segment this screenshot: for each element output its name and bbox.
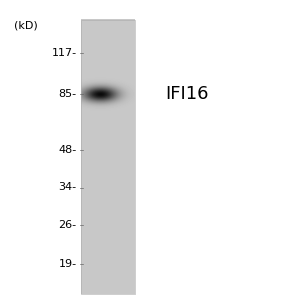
Bar: [94, 20, 96, 294]
Bar: [131, 20, 132, 294]
Text: 85-: 85-: [58, 89, 76, 100]
Bar: [130, 20, 131, 294]
Bar: [99, 20, 100, 294]
Bar: [91, 20, 92, 294]
Text: 48-: 48-: [58, 145, 76, 155]
Bar: [93, 20, 94, 294]
Bar: [100, 20, 101, 294]
Text: (kD): (kD): [14, 20, 38, 31]
Bar: [81, 20, 135, 294]
Bar: [128, 20, 130, 294]
Bar: [115, 20, 116, 294]
Bar: [101, 20, 103, 294]
Bar: [113, 20, 115, 294]
Bar: [118, 20, 119, 294]
Bar: [120, 20, 122, 294]
Bar: [103, 20, 104, 294]
Text: 34-: 34-: [58, 182, 76, 193]
Bar: [107, 20, 108, 294]
Bar: [104, 20, 105, 294]
Bar: [105, 20, 107, 294]
Bar: [97, 20, 98, 294]
Bar: [126, 20, 127, 294]
Bar: [92, 20, 93, 294]
Bar: [85, 20, 86, 294]
Bar: [81, 20, 135, 294]
Bar: [124, 20, 126, 294]
Text: 26-: 26-: [58, 220, 76, 230]
Bar: [88, 20, 89, 294]
Bar: [110, 20, 111, 294]
Bar: [119, 20, 120, 294]
Bar: [134, 20, 135, 294]
Text: 19-: 19-: [58, 259, 76, 269]
Bar: [116, 20, 118, 294]
Bar: [111, 20, 112, 294]
Bar: [123, 20, 124, 294]
Bar: [84, 20, 85, 294]
Bar: [81, 20, 82, 294]
Bar: [122, 20, 123, 294]
Text: 117-: 117-: [51, 47, 76, 58]
Bar: [108, 20, 109, 294]
Bar: [82, 20, 84, 294]
Bar: [86, 20, 88, 294]
Text: IFI16: IFI16: [165, 85, 208, 103]
Bar: [127, 20, 128, 294]
Bar: [112, 20, 113, 294]
Bar: [132, 20, 134, 294]
Bar: [96, 20, 97, 294]
Bar: [89, 20, 91, 294]
